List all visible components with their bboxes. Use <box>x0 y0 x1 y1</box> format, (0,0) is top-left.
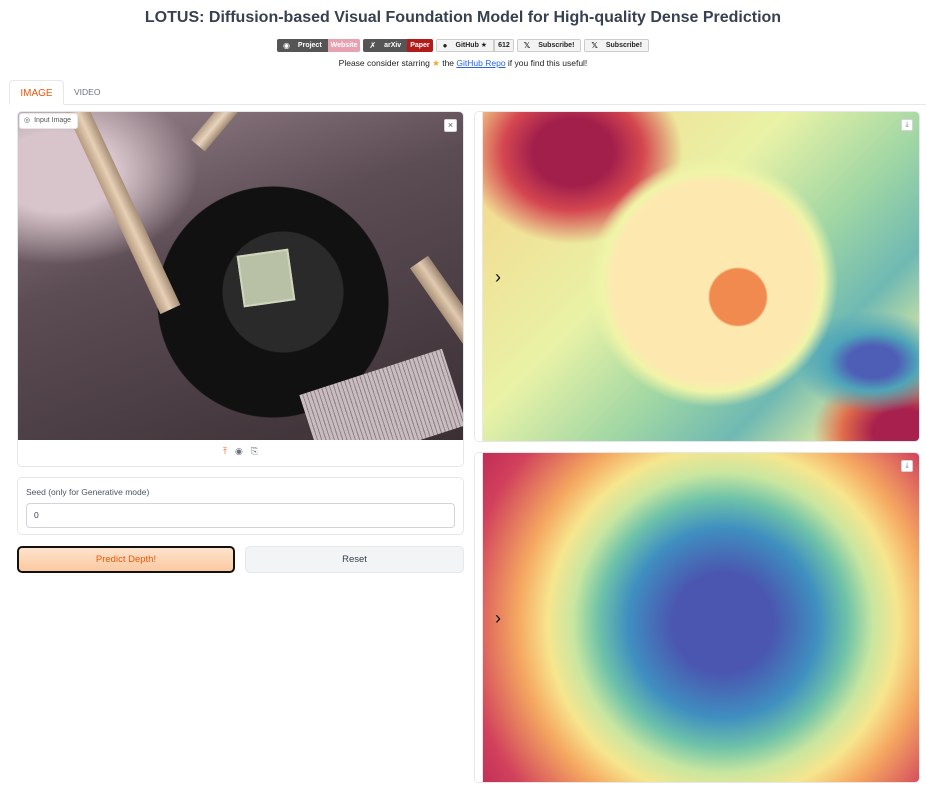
tab-bar: IMAGE VIDEO <box>9 80 926 105</box>
reset-button[interactable]: Reset <box>245 546 464 573</box>
starring-note: Please consider starring ★ the GitHub Re… <box>338 58 588 68</box>
x-logo-icon: 𝕏 <box>591 41 598 50</box>
download-icon[interactable]: ⤓ <box>901 119 913 131</box>
tab-image[interactable]: IMAGE <box>9 80 64 105</box>
clear-image-button[interactable]: × <box>444 119 457 132</box>
clipboard-icon[interactable]: ⎘ <box>250 446 259 456</box>
depth-output-panel-1: › ⤓ <box>474 111 920 442</box>
tab-video[interactable]: VIDEO <box>74 87 101 97</box>
github-icon: ● <box>442 41 448 50</box>
input-image[interactable] <box>18 112 463 440</box>
project-website-badge[interactable]: ◉ Project Website <box>276 39 361 52</box>
seed-label: Seed (only for Generative mode) <box>26 487 150 497</box>
github-repo-link[interactable]: GitHub Repo <box>456 58 506 68</box>
seed-panel: Seed (only for Generative mode) 0 <box>17 477 464 535</box>
compare-slider-track[interactable] <box>475 112 483 441</box>
depth-map-image <box>483 112 919 441</box>
depth-map-image <box>483 453 919 782</box>
seed-input[interactable]: 0 <box>26 503 455 528</box>
webcam-icon[interactable]: ◉ <box>234 446 243 456</box>
download-icon[interactable]: ⤓ <box>901 460 913 472</box>
x-subscribe-badge-2[interactable]: 𝕏 Subscribe! <box>584 39 650 52</box>
depth-output-panel-2: › ⤓ <box>474 452 920 783</box>
arxiv-icon: ✗ <box>369 41 377 50</box>
input-image-panel: ◎ Input Image × ⤒ ◉ ⎘ <box>17 111 464 467</box>
arxiv-paper-badge[interactable]: ✗ arXiv Paper <box>363 39 433 52</box>
predict-depth-button[interactable]: Predict Depth! <box>17 546 235 573</box>
x-logo-icon: 𝕏 <box>523 41 531 50</box>
image-source-toolbar: ⤒ ◉ ⎘ <box>18 446 463 462</box>
upload-icon[interactable]: ⤒ <box>222 446 227 456</box>
page-title: LOTUS: Diffusion-based Visual Foundation… <box>144 9 782 26</box>
chevron-right-icon[interactable]: › <box>495 267 501 287</box>
x-subscribe-badge-1[interactable]: 𝕏 Subscribe! <box>516 39 582 52</box>
input-image-label: ◎ Input Image <box>19 113 79 129</box>
compare-slider-track[interactable] <box>475 453 483 782</box>
star-icon: ★ <box>432 58 440 68</box>
github-stars-badge[interactable]: ● GitHub ★ 612 <box>435 39 514 52</box>
globe-icon: ◉ <box>282 41 290 50</box>
image-icon: ◎ <box>24 117 31 124</box>
chevron-right-icon[interactable]: › <box>495 608 501 628</box>
badge-row: ◉ Project Website ✗ arXiv Paper ● GitHub ★ … <box>0 39 926 52</box>
